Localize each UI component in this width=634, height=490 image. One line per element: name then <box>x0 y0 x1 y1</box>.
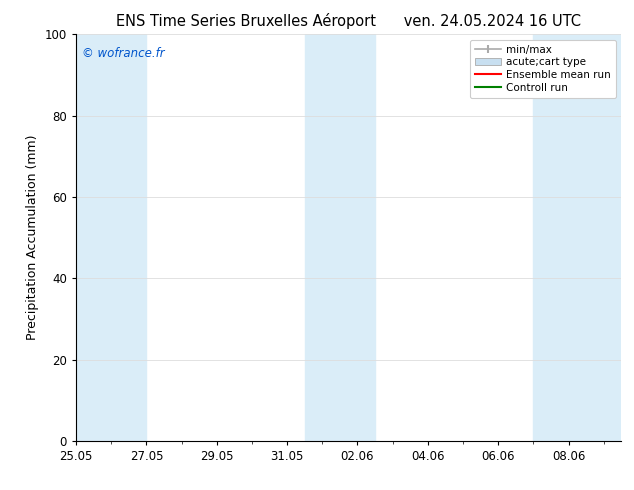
Bar <box>76 34 146 441</box>
Y-axis label: Precipitation Accumulation (mm): Precipitation Accumulation (mm) <box>26 135 39 341</box>
Bar <box>533 34 621 441</box>
Title: ENS Time Series Bruxelles Aéroport      ven. 24.05.2024 16 UTC: ENS Time Series Bruxelles Aéroport ven. … <box>116 13 581 29</box>
Legend: min/max, acute;cart type, Ensemble mean run, Controll run: min/max, acute;cart type, Ensemble mean … <box>470 40 616 98</box>
Bar <box>305 34 375 441</box>
Text: © wofrance.fr: © wofrance.fr <box>82 47 164 59</box>
